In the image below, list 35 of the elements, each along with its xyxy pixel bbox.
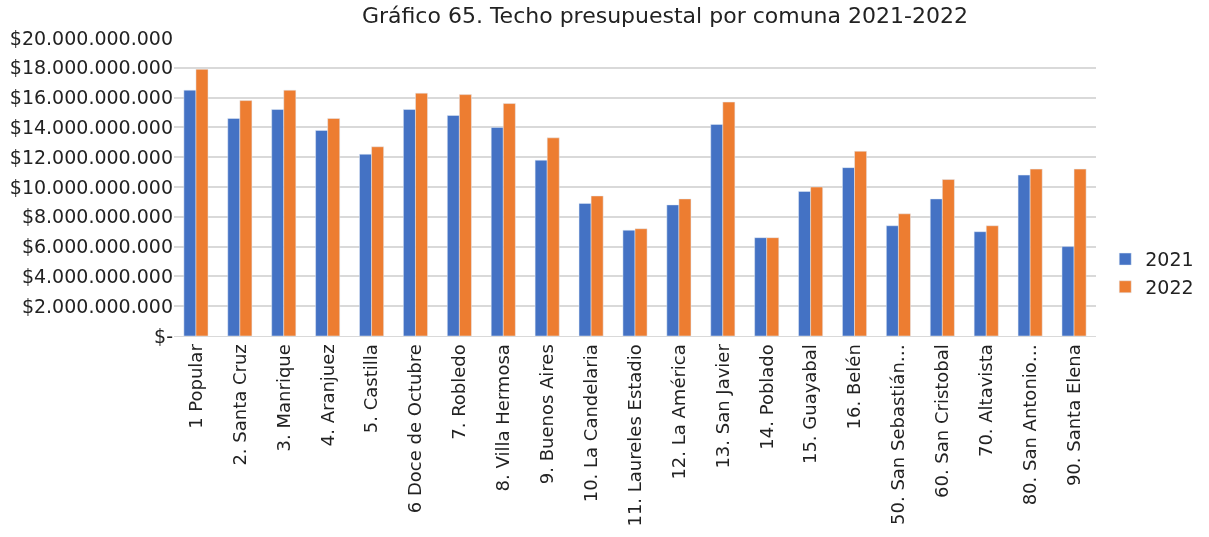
x-tick-label: 3. Manrique: [272, 344, 294, 452]
y-tick-label: $16.000.000.000: [9, 86, 173, 109]
x-tick-label: 1 Popular: [184, 343, 206, 429]
y-tick-label: $2.000.000.000: [21, 294, 173, 317]
y-tick-label: $-: [154, 324, 173, 347]
x-tick-label: 8. Villa Hermosa: [492, 344, 514, 492]
x-tick-label: 14. Poblado: [755, 344, 777, 450]
y-tick-label: $12.000.000.000: [9, 145, 173, 168]
x-tick-label: 13. San Javier: [711, 343, 733, 469]
x-tick-label: 10. La Candelaria: [579, 344, 601, 503]
x-tick-label: 60. San Cristobal: [931, 344, 953, 499]
x-tick-label: 9. Buenos Aires: [536, 344, 558, 485]
y-tick-label: $20.000.000.000: [9, 26, 173, 49]
legend-label: 2022: [1145, 276, 1194, 299]
y-tick-label: $10.000.000.000: [9, 175, 173, 198]
x-tick-label: 50. San Sebastián…: [887, 344, 909, 525]
x-tick-label: 15. Guayabal: [799, 344, 821, 465]
y-tick-label: $8.000.000.000: [21, 205, 173, 228]
x-tick-label: 80. San Antonio…: [1018, 344, 1040, 506]
x-tick-label: 12. La América: [667, 344, 689, 480]
x-tick-label: 70. Altavista: [975, 344, 997, 458]
y-tick-label: $14.000.000.000: [9, 116, 173, 139]
x-tick-label: 90. Santa Elena: [1062, 344, 1084, 487]
x-tick-label: 16. Belén: [843, 344, 865, 430]
y-tick-label: $4.000.000.000: [21, 265, 173, 288]
y-tick-label: $6.000.000.000: [21, 235, 173, 258]
x-tick-label: 11. Laureles Estadio: [623, 344, 645, 527]
y-tick-label: $18.000.000.000: [9, 56, 173, 79]
x-tick-label: 7. Robledo: [448, 344, 470, 440]
x-tick-label: 2. Santa Cruz: [228, 344, 250, 466]
x-tick-label: 5. Castilla: [360, 344, 382, 434]
x-tick-label: 4. Aranjuez: [316, 344, 338, 447]
legend-label: 2021: [1145, 248, 1194, 271]
x-tick-label: 6 Doce de Octubre: [404, 344, 426, 514]
chart-title: Gráfico 65. Techo presupuestal por comuna 2021-2022: [361, 3, 968, 29]
